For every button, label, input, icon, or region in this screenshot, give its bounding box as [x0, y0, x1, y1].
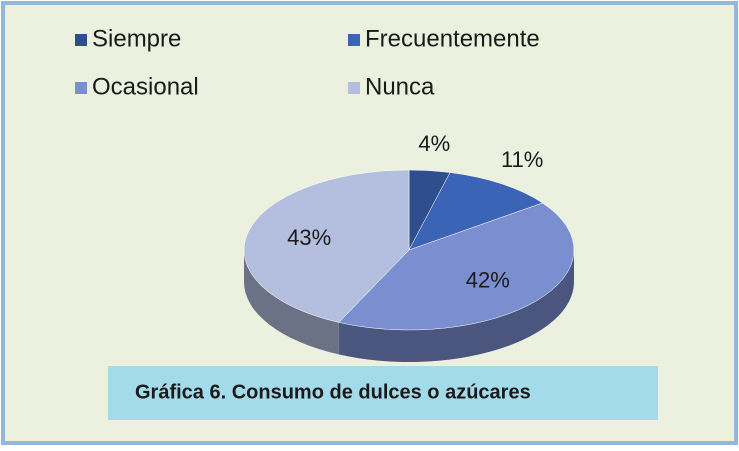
data-label: 4%: [418, 131, 450, 156]
legend-label: Nunca: [365, 73, 435, 100]
caption-box: [108, 366, 658, 420]
legend-label: Ocasional: [92, 73, 199, 100]
legend-swatch: [348, 34, 360, 46]
slice-side: [338, 250, 574, 363]
caption: Gráfica 6. Consumo de dulces o azúcares: [135, 381, 531, 403]
slice: [408, 172, 544, 251]
data-label: 43%: [287, 225, 331, 250]
data-label: 42%: [466, 267, 510, 292]
data-label: 11%: [501, 147, 543, 172]
legend-swatch: [75, 82, 87, 94]
legend-label: Frecuentemente: [365, 25, 540, 52]
legend-swatch: [348, 82, 360, 94]
slice: [243, 169, 410, 323]
legend-label: Siempre: [92, 25, 181, 52]
slice-side: [244, 250, 339, 355]
slice: [338, 202, 575, 331]
legend-swatch: [75, 34, 87, 46]
